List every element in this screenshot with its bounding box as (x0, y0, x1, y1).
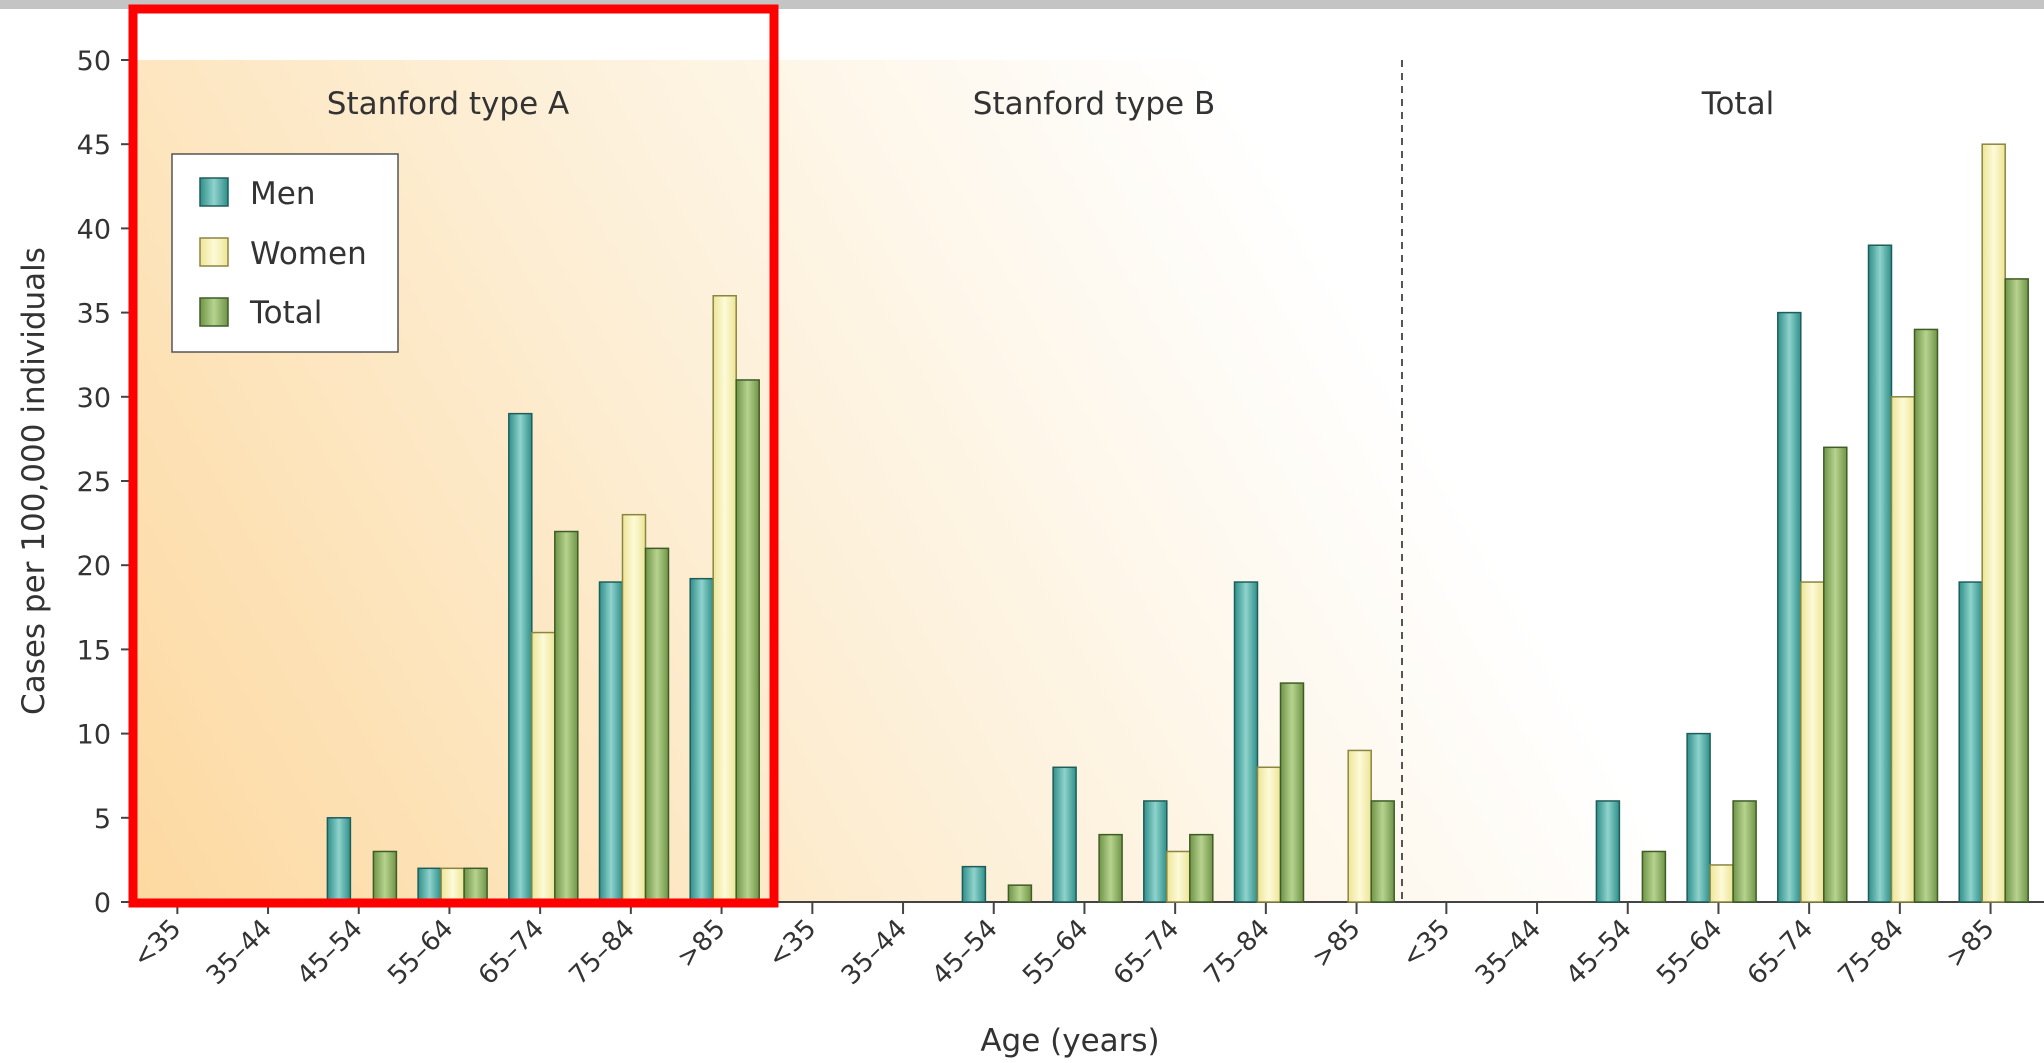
x-tick-label: 65–74 (473, 914, 550, 991)
bar-women (1800, 581, 1825, 903)
bar-men (417, 867, 442, 903)
y-tick-label: 20 (77, 551, 111, 582)
x-tick-label: >85 (1940, 914, 2000, 974)
bar-men (1143, 800, 1168, 903)
legend-label-men: Men (250, 176, 315, 212)
bar-total (644, 547, 670, 903)
legend-swatch-total (199, 297, 229, 327)
x-tick-label: <35 (127, 914, 187, 974)
bar-women (1256, 766, 1282, 903)
bar-women (531, 631, 556, 903)
bar-men (508, 412, 533, 903)
bar-women (1709, 864, 1734, 903)
bar-total (1732, 800, 1757, 903)
bar-women (712, 295, 737, 903)
y-tick-label: 50 (77, 46, 111, 77)
x-tick-label: 35–44 (1470, 914, 1547, 991)
bar-total (1189, 833, 1214, 903)
x-tick-label: <35 (762, 914, 822, 974)
bar-women (1981, 143, 2006, 903)
legend-swatch-men (199, 177, 229, 207)
x-tick-label: 55–64 (1651, 914, 1728, 991)
bar-men (326, 817, 352, 903)
y-tick-label: 15 (77, 635, 111, 666)
x-tick-label: 45–54 (292, 914, 369, 991)
bar-women (440, 867, 465, 903)
plot-background (133, 60, 2044, 902)
y-tick-label: 0 (94, 888, 111, 919)
panel-title-type-b: Stanford type B (973, 86, 1215, 122)
legend-label-total: Total (249, 295, 322, 331)
bar-men (1958, 581, 1983, 903)
y-tick-label: 35 (77, 299, 111, 330)
bar-men (1052, 766, 1077, 903)
bar-men (689, 577, 714, 903)
bar-total (1279, 682, 1305, 903)
bar-men (1686, 732, 1711, 903)
x-tick-label: 55–64 (382, 914, 459, 991)
bar-total (735, 379, 760, 903)
bar-total (1098, 833, 1123, 903)
bar-women (1890, 396, 1916, 903)
bar-men (1233, 581, 1259, 903)
x-tick-label: >85 (671, 914, 731, 974)
x-tick-label: 75–84 (1833, 914, 1910, 991)
y-axis-title: Cases per 100,000 individuals (16, 247, 52, 715)
bar-total (1007, 884, 1033, 903)
window-top-bar (0, 0, 2044, 9)
bar-men (1595, 800, 1621, 903)
bars-layer (326, 143, 2029, 903)
legend-swatch-women (199, 237, 229, 267)
x-tick-label: 65–74 (1742, 914, 1819, 991)
bar-men (1867, 244, 1893, 903)
bar-total (2004, 278, 2029, 903)
bar-total (1370, 800, 1395, 903)
panel-title-total: Total (1701, 86, 1774, 122)
y-tick-label: 40 (77, 214, 111, 245)
panel-title-type-a: Stanford type A (327, 86, 569, 122)
x-tick-label: 35–44 (201, 914, 278, 991)
x-tick-label: 45–54 (1561, 914, 1638, 991)
bar-men (1777, 311, 1802, 903)
y-tick-label: 30 (77, 383, 111, 414)
bar-men (598, 581, 624, 903)
x-tick-label: >85 (1306, 914, 1366, 974)
y-tick-label: 45 (77, 130, 111, 161)
x-tick-label: 45–54 (927, 914, 1004, 991)
y-tick-label: 5 (94, 804, 111, 835)
x-tick-label: 75–84 (1199, 914, 1276, 991)
legend-label-women: Women (250, 236, 367, 272)
x-axis-title: Age (years) (980, 1023, 1159, 1059)
bar-total (463, 867, 488, 903)
x-tick-label: 75–84 (564, 914, 641, 991)
x-tick-label: 65–74 (1108, 914, 1185, 991)
bar-men (961, 865, 987, 903)
bar-women (1347, 749, 1372, 903)
bar-total (1823, 446, 1848, 903)
y-tick-label: 10 (77, 720, 111, 751)
legend: Men Women Total (171, 153, 399, 353)
bar-total (554, 530, 579, 903)
bar-women (621, 513, 647, 903)
bar-total (372, 850, 398, 903)
x-tick-label: 35–44 (836, 914, 913, 991)
bar-women (1166, 850, 1191, 903)
x-tick-label: <35 (1396, 914, 1456, 974)
highlight-box-type-a (128, 4, 779, 908)
bar-total (1641, 850, 1667, 903)
y-tick-label: 25 (77, 467, 111, 498)
bar-total (1913, 328, 1939, 903)
x-tick-label: 55–64 (1017, 914, 1094, 991)
